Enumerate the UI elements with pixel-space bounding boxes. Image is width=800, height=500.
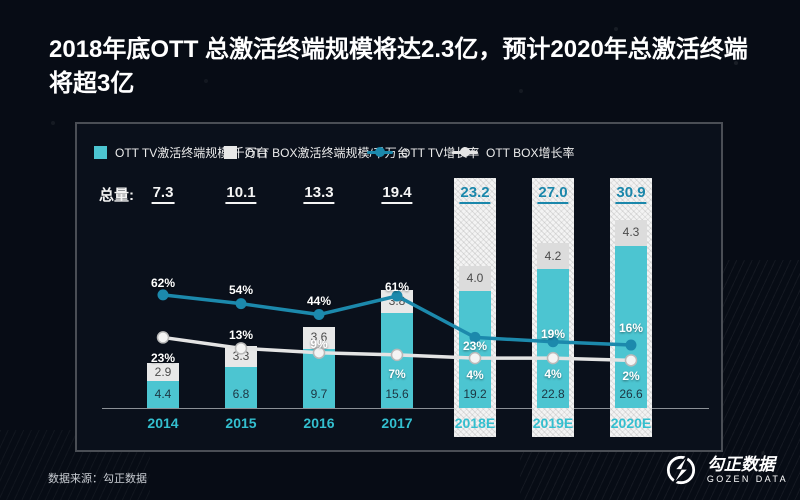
ott-tv-growth-line-dot-2015 <box>235 298 247 310</box>
total-value-2016: 13.3 <box>303 184 335 204</box>
total-value-2019E: 27.0 <box>537 184 569 204</box>
bar-ott-box-2014 <box>147 363 179 382</box>
legend-label: OTT BOX增长率 <box>486 146 575 160</box>
growth-label-ott-box-2015: 13% <box>228 328 254 343</box>
bar-value-ott-box-2019E: 4.2 <box>544 248 562 263</box>
bar-value-ott-tv-2017: 15.6 <box>385 387 409 401</box>
total-value-2020E: 30.9 <box>615 184 647 204</box>
legend-dot <box>375 147 385 158</box>
logo-text-en: GOZEN DATA <box>706 473 788 484</box>
bar-value-ott-box-2020E: 4.3 <box>622 225 640 240</box>
bar-ott-box-2020E <box>615 219 647 246</box>
growth-label-ott-tv-2020E: 16% <box>618 321 644 336</box>
legend-line-dot-icon <box>452 147 478 158</box>
year-label-2015: 2015 <box>225 415 257 431</box>
bar-value-ott-box-2014: 2.9 <box>154 364 172 379</box>
legend-square-icon <box>224 146 237 159</box>
growth-label-ott-box-2020E: 2% <box>622 369 640 384</box>
data-source-note: 数据来源：勾正数据 <box>48 473 147 485</box>
ott-box-growth-line-dot-2014 <box>156 331 170 344</box>
bar-value-ott-tv-2014: 4.4 <box>154 387 172 401</box>
bar-value-ott-tv-2015: 6.8 <box>232 387 250 401</box>
growth-label-ott-box-2019E: 4% <box>544 367 562 382</box>
star-speckles-decoration <box>0 0 2 2</box>
x-axis-line <box>102 408 709 409</box>
legend-item-4: OTT BOX增长率 <box>452 144 574 161</box>
bar-value-ott-box-2017: 3.8 <box>388 293 406 308</box>
year-label-2020E: 2020E <box>610 415 652 431</box>
legend-label: OTT BOX激活终端规模/千万台 <box>245 146 409 160</box>
growth-label-ott-box-2016: 9% <box>310 336 328 351</box>
growth-label-ott-tv-2019E: 19% <box>540 326 566 341</box>
bar-value-ott-tv-2019E: 22.8 <box>541 387 565 401</box>
gozen-logo-icon <box>666 453 695 487</box>
bar-ott-box-2018E <box>459 266 491 291</box>
year-label-2019E: 2019E <box>532 415 574 431</box>
page-title-line-1: 2018年底OTT 总激活终端规模将达2.3亿，预计2020年总激活终端 <box>49 36 748 63</box>
growth-label-ott-box-2018E: 4% <box>466 368 484 383</box>
year-label-2016: 2016 <box>303 415 335 431</box>
legend-dot <box>460 147 470 158</box>
totals-row-label: 总量: <box>99 187 134 204</box>
logo-text-cn: 勾正数据 <box>706 454 775 474</box>
bar-value-ott-tv-2020E: 26.6 <box>619 387 643 401</box>
legend-item-3: OTT TV增长率 <box>367 144 479 161</box>
growth-label-ott-tv-2015: 54% <box>228 282 254 297</box>
bar-value-ott-tv-2018E: 19.2 <box>463 387 487 401</box>
growth-label-ott-box-2017: 7% <box>388 366 406 381</box>
bar-ott-box-2019E <box>537 243 569 269</box>
legend-item-2: OTT BOX激活终端规模/千万台 <box>224 144 409 161</box>
bar-value-ott-tv-2016: 9.7 <box>310 387 328 401</box>
growth-label-ott-tv-2014: 62% <box>150 275 176 290</box>
growth-label-ott-box-2014: 23% <box>150 351 176 366</box>
total-value-2014: 7.3 <box>151 184 175 204</box>
growth-label-ott-tv-2016: 44% <box>306 293 332 308</box>
growth-label-ott-tv-2018E: 23% <box>462 339 488 354</box>
year-label-2017: 2017 <box>381 415 413 431</box>
growth-label-ott-tv-2017: 61% <box>384 280 410 294</box>
page-title: 2018年底OTT 总激活终端规模将达2.3亿，预计2020年总激活终端 将超3… <box>49 33 764 101</box>
ott-tv-growth-line-dot-2016 <box>313 309 325 321</box>
year-label-2014: 2014 <box>147 415 179 431</box>
total-value-2017: 19.4 <box>381 184 413 204</box>
year-label-2018E: 2018E <box>454 415 496 431</box>
page-title-line-2: 将超3亿 <box>49 70 135 97</box>
chart-panel: 4.4 2.9 6.8 3.3 9.7 3.6 15.6 3.8 19.2 4.0 22.8 4.2 2… <box>75 122 723 452</box>
gozen-logo-text: 勾正数据 GOZEN DATA <box>706 454 788 485</box>
bar-ott-tv-2014 <box>147 381 179 408</box>
legend-square-icon <box>94 146 107 159</box>
total-value-2018E: 23.2 <box>459 184 491 204</box>
total-value-2015: 10.1 <box>225 184 257 204</box>
legend-label: OTT TV增长率 <box>401 146 480 160</box>
bar-ott-tv-2015 <box>225 366 257 408</box>
ott-tv-growth-line-dot-2014 <box>157 289 169 301</box>
bar-value-ott-box-2015: 3.3 <box>232 348 250 363</box>
gozen-logo: 勾正数据 GOZEN DATA <box>663 452 788 488</box>
legend-line-dot-icon <box>367 147 393 158</box>
bar-value-ott-box-2018E: 4.0 <box>466 271 484 286</box>
